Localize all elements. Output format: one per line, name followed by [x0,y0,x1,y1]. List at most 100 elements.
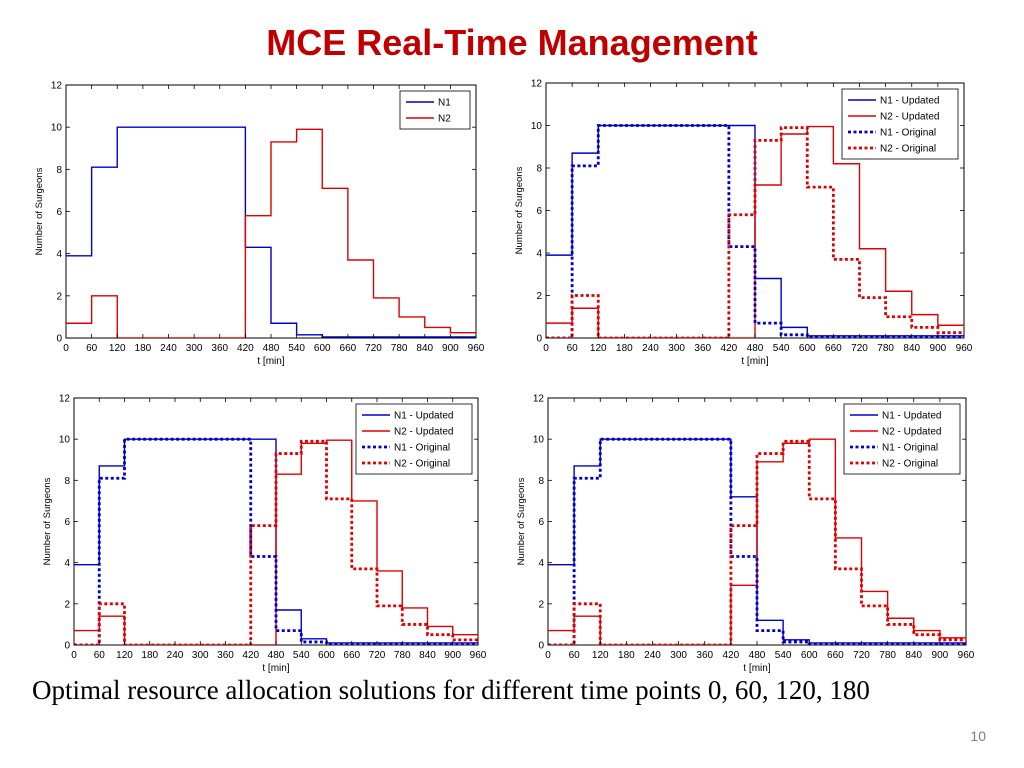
y-tick-label: 4 [56,249,62,260]
x-tick-label: 840 [903,343,920,354]
x-tick-label: 660 [343,650,360,661]
series-line-0 [548,438,966,644]
chart-n1-n2-t60: 0 60 120 180 240 300 360 420 480 540 600 660 720 780 8… [514,79,973,368]
y-tick-label: 4 [538,558,544,569]
x-tick-label: 60 [567,343,579,354]
x-tick-label: 960 [958,650,975,661]
x-tick-label: 720 [851,343,868,354]
legend-label: N2 - Original [880,144,936,155]
x-tick-label: 120 [590,343,607,354]
x-axis-label: t [min] [257,356,284,367]
x-tick-label: 360 [694,343,711,354]
series-line-2 [74,437,478,645]
x-tick-label: 780 [879,650,896,661]
legend-label: N2 - Updated [880,112,939,123]
x-tick-label: 180 [141,650,158,661]
legend-label: N1 - Updated [394,411,453,422]
legend-label: N2 - Original [394,459,450,470]
series-line-3 [74,439,478,645]
x-tick-label: 780 [394,650,411,661]
x-tick-label: 60 [94,650,106,661]
x-tick-label: 420 [237,343,254,354]
legend-label: N1 - Original [394,443,450,454]
legend-label: N2 - Updated [394,427,453,438]
chart-n1-n2-t180: 0 60 120 180 240 300 360 420 480 540 600 660 720 780 8… [516,394,975,675]
x-tick-label: 840 [905,650,922,661]
x-tick-label: 480 [268,650,285,661]
x-tick-label: 0 [543,343,549,354]
x-tick-label: 0 [545,650,551,661]
x-axis-label: t [min] [741,356,768,367]
legend-label: N2 - Original [882,459,938,470]
y-tick-label: 0 [536,334,542,345]
y-tick-label: 6 [64,517,70,528]
x-tick-label: 0 [63,343,69,354]
x-tick-label: 840 [416,343,433,354]
x-tick-label: 600 [318,650,335,661]
y-tick-label: 6 [536,206,542,217]
legend-label: N2 - Updated [882,427,941,438]
y-tick-label: 2 [536,291,542,302]
legend: N1 - Updated N2 - Updated N1 - Original N2 … [843,403,961,475]
page-number: 10 [970,728,986,744]
x-tick-label: 540 [293,650,310,661]
legend-label: N1 - Original [880,128,936,139]
y-tick-label: 10 [51,123,63,134]
x-tick-label: 480 [263,343,280,354]
x-tick-label: 480 [747,343,764,354]
y-tick-label: 8 [64,476,70,487]
x-tick-label: 900 [444,650,461,661]
y-tick-label: 6 [538,517,544,528]
series-line-3 [548,439,966,645]
x-axis-label: t [min] [743,663,770,674]
legend: N1 - Updated N2 - Updated N1 - Original N2 … [355,403,473,475]
x-tick-label: 720 [369,650,386,661]
y-tick-label: 10 [59,435,71,446]
x-tick-label: 960 [956,343,973,354]
y-axis-label: Number of Surgeons [34,167,45,255]
y-axis-label: Number of Surgeons [516,477,527,565]
x-tick-label: 900 [932,650,949,661]
y-tick-label: 0 [538,641,544,652]
chart-n1-n2-t0: 0 60 120 180 240 300 360 420 480 540 600 660 720 780 8… [34,81,485,368]
x-tick-label: 900 [442,343,459,354]
x-tick-label: 360 [217,650,234,661]
y-axis-label: Number of Surgeons [42,477,53,565]
x-tick-label: 240 [167,650,184,661]
y-tick-label: 0 [56,334,62,345]
x-tick-label: 600 [799,343,816,354]
x-tick-label: 300 [668,343,685,354]
x-tick-label: 540 [288,343,305,354]
legend-label: N2 [438,114,451,125]
x-tick-label: 780 [391,343,408,354]
x-tick-label: 480 [749,650,766,661]
y-tick-label: 12 [59,394,71,405]
x-tick-label: 540 [775,650,792,661]
x-tick-label: 420 [723,650,740,661]
x-tick-label: 300 [186,343,203,354]
x-tick-label: 60 [86,343,98,354]
chart-n1-n2-t120: 0 60 120 180 240 300 360 420 480 540 600 660 720 780 8… [42,394,487,675]
y-tick-label: 10 [533,435,545,446]
x-tick-label: 120 [109,343,126,354]
x-tick-label: 300 [192,650,209,661]
x-tick-label: 360 [211,343,228,354]
y-tick-label: 12 [51,81,63,92]
y-tick-label: 2 [56,291,62,302]
x-tick-label: 960 [468,343,485,354]
x-tick-label: 120 [592,650,609,661]
series-line-0 [66,126,476,338]
x-tick-label: 660 [340,343,357,354]
x-tick-label: 420 [721,343,738,354]
legend-label: N1 - Original [882,443,938,454]
slide-caption: Optimal resource allocation solutions fo… [32,675,870,705]
y-tick-label: 10 [531,121,543,132]
x-tick-label: 240 [160,343,177,354]
y-tick-label: 0 [64,641,70,652]
x-tick-label: 300 [670,650,687,661]
x-tick-label: 720 [365,343,382,354]
legend-box [399,90,471,130]
y-tick-label: 2 [64,599,70,610]
x-tick-label: 600 [314,343,331,354]
x-tick-label: 900 [930,343,947,354]
